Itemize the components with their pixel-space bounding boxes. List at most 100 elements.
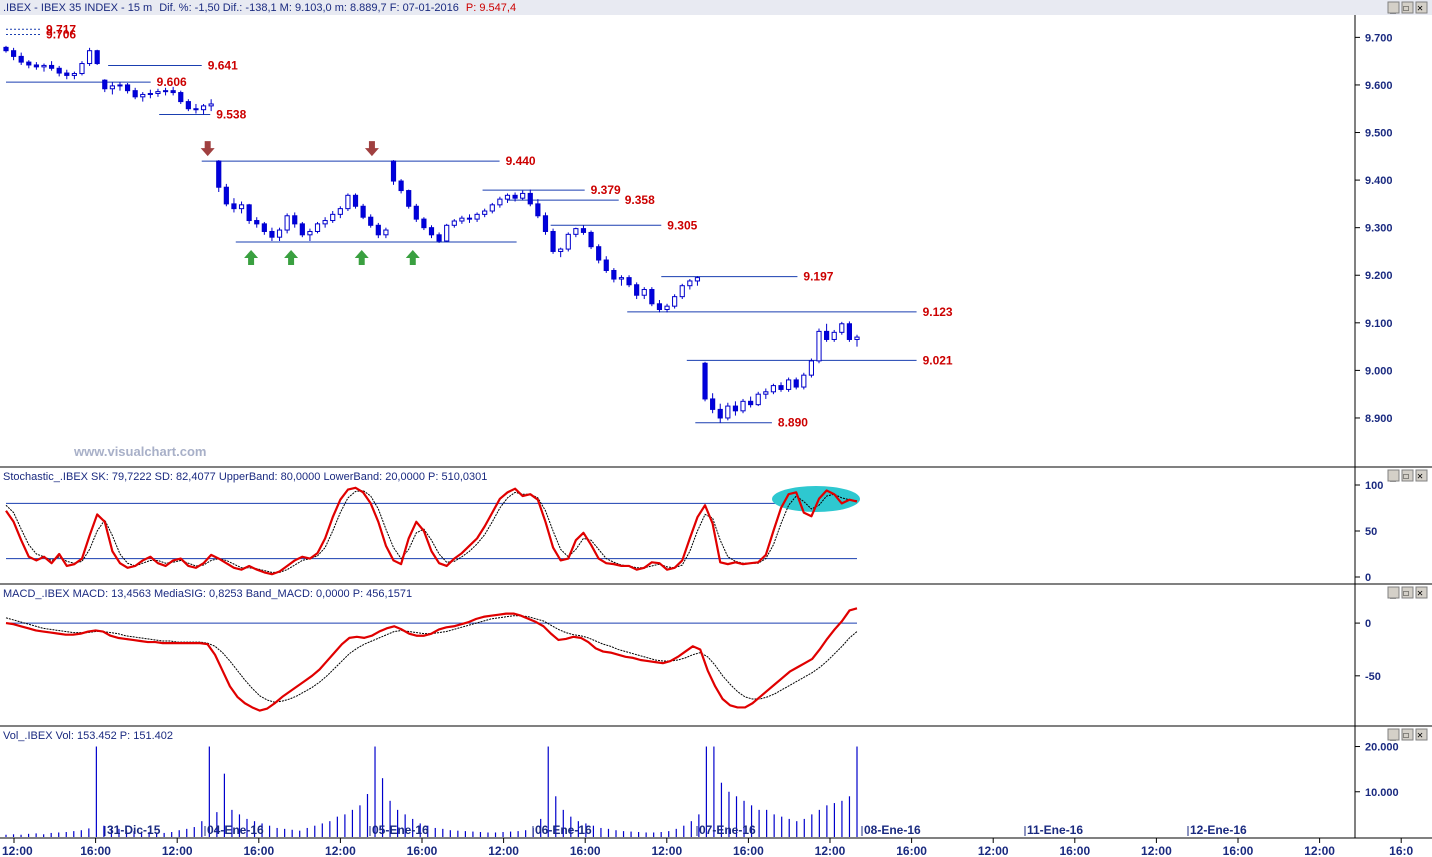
close-icon[interactable]: ✕ [1417, 730, 1423, 741]
candle-body [48, 64, 55, 69]
candle [18, 52, 24, 65]
candle-body [687, 280, 693, 287]
time-tick-label: 16:00 [896, 844, 927, 857]
level-label: 9.197 [803, 270, 833, 284]
level-label: 9.706 [46, 28, 76, 42]
chart-p-value: P: 9.547,4 [466, 2, 516, 14]
candle [322, 217, 328, 228]
arrow-up-icon [284, 249, 299, 265]
time-tick-label: 12:00 [488, 844, 519, 857]
candle-body [307, 230, 313, 236]
level-label: 9.021 [923, 353, 953, 367]
candle-body [314, 223, 321, 232]
candle-body [352, 194, 359, 207]
candle [725, 402, 731, 421]
candle [786, 377, 792, 392]
candle [542, 212, 549, 235]
candle-body [162, 90, 169, 93]
candle-body [345, 194, 351, 210]
candle-body [611, 269, 617, 280]
minimize-icon[interactable]: _ [1390, 588, 1397, 599]
candle-body [732, 405, 739, 412]
candle-body [436, 234, 442, 242]
chart-stats: Dif. %: -1,50 Dif.: -138,1 M: 9.103,0 m:… [159, 2, 459, 14]
candle-body [801, 374, 807, 388]
candle-body [504, 194, 511, 200]
candle-body [193, 108, 199, 111]
candle [71, 71, 77, 80]
level-label: 9.379 [591, 183, 621, 197]
candle [596, 244, 602, 264]
candle-body [292, 215, 298, 225]
candle [702, 361, 708, 402]
candle [801, 372, 807, 390]
date-label: 06-Ene-16 [535, 823, 592, 837]
candle-body [626, 277, 632, 286]
candle [573, 227, 579, 238]
candle [831, 329, 837, 342]
price-tick-label: 9.000 [1365, 365, 1393, 377]
candle-body [200, 105, 207, 111]
minimize-icon[interactable]: _ [1390, 3, 1397, 14]
time-tick-label: 16:00 [243, 844, 274, 857]
candle-body [368, 216, 374, 226]
candle [292, 212, 298, 228]
arrow-up-icon [405, 249, 420, 265]
price-tick-label: 9.600 [1365, 80, 1393, 92]
restore-icon[interactable]: ☐ [1403, 588, 1409, 599]
candle-body [383, 229, 389, 236]
minimize-icon[interactable]: _ [1390, 471, 1397, 482]
candle-body [322, 220, 328, 225]
volume-tick-label: 20.000 [1365, 742, 1399, 754]
candle [710, 393, 716, 414]
candle [132, 87, 138, 100]
level-label: 9.717 [46, 22, 76, 36]
close-icon[interactable]: ✕ [1417, 471, 1423, 482]
macd-line [5, 607, 858, 712]
restore-icon[interactable]: ☐ [1403, 3, 1409, 14]
candle [626, 275, 632, 288]
candle-body [489, 204, 495, 212]
macd-tick-label: -50 [1365, 671, 1381, 683]
candle-body [558, 248, 564, 252]
candle-body [786, 379, 792, 390]
candle-body [474, 213, 480, 220]
candle-body [132, 90, 138, 98]
candle-body [778, 385, 784, 390]
level-label: 9.440 [506, 154, 536, 168]
candle [793, 377, 799, 390]
candle [664, 303, 670, 313]
date-label: 05-Ene-16 [372, 823, 429, 837]
candle-body [261, 223, 267, 232]
candle [102, 79, 108, 93]
restore-icon[interactable]: ☐ [1403, 471, 1409, 482]
candle-body [18, 55, 24, 63]
candle [649, 287, 655, 307]
candle-body [140, 93, 146, 98]
candle-body [413, 205, 419, 220]
price-tick-label: 9.100 [1365, 318, 1393, 330]
close-icon[interactable]: ✕ [1417, 588, 1423, 599]
candle [94, 49, 100, 65]
candle-body [398, 180, 404, 192]
close-icon[interactable]: ✕ [1417, 3, 1423, 14]
candle-body [71, 73, 77, 76]
candle-body [26, 61, 32, 66]
minimize-icon[interactable]: _ [1390, 730, 1397, 741]
stochastic-panel: Stochastic_.IBEX SK: 79,7222 SD: 82,4077… [0, 467, 1432, 585]
candle-body [497, 198, 503, 206]
date-label: 08-Ene-16 [864, 823, 921, 837]
candle [140, 92, 146, 102]
restore-icon[interactable]: ☐ [1403, 730, 1409, 741]
candle-body [808, 360, 815, 376]
candle [854, 334, 860, 347]
candle-body [284, 215, 290, 231]
candle-body [618, 277, 625, 280]
candle-body [238, 204, 245, 210]
candle [79, 61, 85, 76]
level-label: 9.123 [923, 305, 953, 319]
stoch-tick-label: 100 [1365, 480, 1383, 492]
candle-body [185, 101, 191, 110]
candle-body [223, 186, 229, 205]
